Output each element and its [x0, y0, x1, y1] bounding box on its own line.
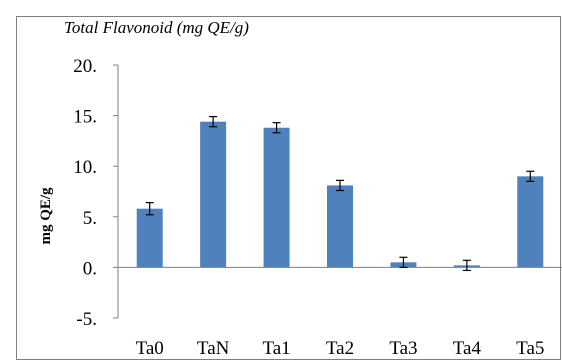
y-tick-label: 20.: [73, 56, 97, 77]
bar-ta5: [517, 176, 544, 268]
x-tick-label-ta5: Ta5: [516, 338, 544, 359]
chart-frame: [16, 16, 561, 360]
x-tick-labels: Ta0 TaN Ta1 Ta2 Ta3 Ta4 Ta5: [136, 338, 545, 359]
bar-ta1: [263, 127, 290, 268]
bar-ta0: [136, 208, 163, 268]
x-tick-label-ta3: Ta3: [389, 338, 417, 359]
bar-tan: [200, 121, 227, 268]
y-tick-label: 10.: [73, 157, 97, 178]
y-tick-label: -5.: [76, 309, 97, 330]
x-tick-label-ta0: Ta0: [136, 338, 164, 359]
error-bars: [145, 116, 535, 272]
bars: [136, 121, 544, 268]
y-tick-label: 5.: [83, 208, 97, 229]
chart-title: Total Flavonoid (mg QE/g): [64, 18, 249, 37]
bar-ta2: [327, 185, 353, 268]
x-tick-label-ta2: Ta2: [326, 338, 354, 359]
x-tick-label-ta1: Ta1: [262, 338, 290, 359]
y-tick-labels: -5. 0. 5. 10. 15. 20.: [73, 56, 97, 330]
y-axis-title: mg QE/g: [38, 187, 54, 245]
x-tick-label-tan: TaN: [197, 338, 230, 359]
y-tick-label: 15.: [73, 107, 97, 128]
y-tick-label: 0.: [83, 258, 97, 279]
x-tick-label-ta4: Ta4: [453, 338, 482, 359]
